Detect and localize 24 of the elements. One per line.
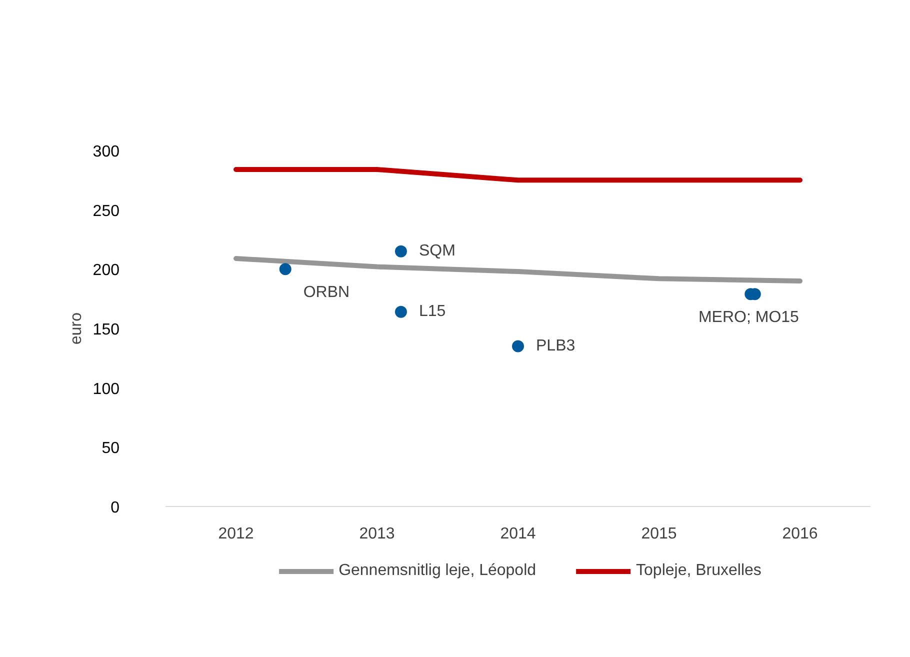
annotation: L15 <box>418 302 446 320</box>
y-tick-label: 50 <box>102 440 120 458</box>
x-tick-label: 2014 <box>500 526 536 542</box>
x-tick-label: 2016 <box>782 526 818 542</box>
legend-label: Topleje, Bruxelles <box>636 562 762 580</box>
y-tick-label: 150 <box>92 322 120 338</box>
legend-label: Gennemsnitlig leje, Léopold <box>338 562 536 580</box>
point <box>394 306 407 318</box>
y-tick-label: 300 <box>92 144 120 160</box>
y-axis-title: euro <box>68 312 85 345</box>
y-tick-label: 0 <box>110 500 120 516</box>
point <box>512 340 524 352</box>
y-tick-label: 100 <box>92 380 120 398</box>
annotation: ORBN <box>303 284 350 302</box>
x-tick-label: 2013 <box>359 526 395 542</box>
point <box>394 245 407 258</box>
y-tick-label: 250 <box>92 202 120 220</box>
y-tick-label: 200 <box>92 262 120 280</box>
annotation: PLB3 <box>536 337 576 354</box>
annotation: MERO; MO15 <box>698 309 800 326</box>
annotation: SQM <box>418 242 456 260</box>
x-tick-label: 2015 <box>641 526 677 542</box>
x-tick-label: 2012 <box>218 526 254 542</box>
point <box>279 263 292 276</box>
